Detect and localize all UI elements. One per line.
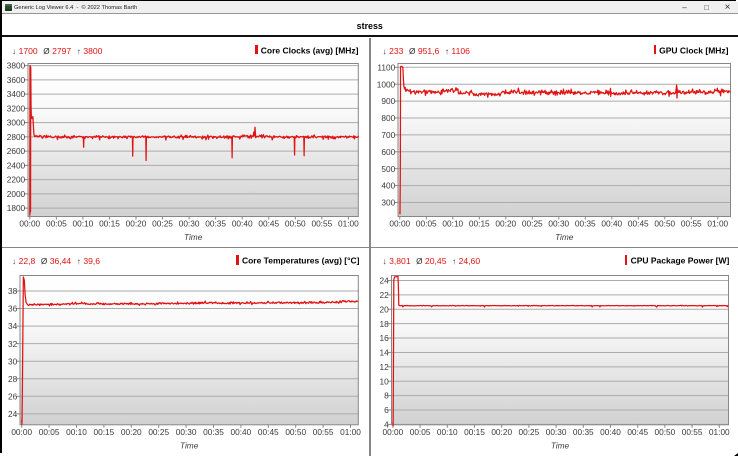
svg-text:00:05: 00:05 bbox=[39, 427, 60, 437]
svg-text:00:00: 00:00 bbox=[19, 219, 40, 229]
svg-text:00:40: 00:40 bbox=[232, 219, 253, 229]
svg-text:16: 16 bbox=[379, 333, 389, 343]
svg-text:1800: 1800 bbox=[7, 203, 26, 213]
svg-text:14: 14 bbox=[379, 348, 389, 358]
svg-text:300: 300 bbox=[381, 198, 395, 208]
svg-text:00:10: 00:10 bbox=[73, 219, 94, 229]
svg-text:00:30: 00:30 bbox=[546, 427, 567, 437]
svg-text:2800: 2800 bbox=[7, 132, 26, 142]
svg-text:00:35: 00:35 bbox=[205, 219, 226, 229]
svg-text:00:05: 00:05 bbox=[46, 219, 67, 229]
svg-text:1000: 1000 bbox=[377, 79, 396, 89]
svg-text:00:55: 00:55 bbox=[681, 219, 702, 229]
svg-text:00:55: 00:55 bbox=[682, 427, 703, 437]
svg-text:00:30: 00:30 bbox=[548, 219, 569, 229]
svg-text:3000: 3000 bbox=[7, 118, 26, 128]
svg-text:00:40: 00:40 bbox=[600, 427, 621, 437]
svg-text:20: 20 bbox=[379, 304, 389, 314]
svg-text:00:55: 00:55 bbox=[311, 219, 332, 229]
svg-text:26: 26 bbox=[8, 391, 18, 401]
svg-text:3200: 3200 bbox=[7, 103, 26, 113]
svg-text:00:45: 00:45 bbox=[627, 427, 648, 437]
svg-text:2000: 2000 bbox=[7, 189, 26, 199]
svg-text:00:50: 00:50 bbox=[655, 427, 676, 437]
svg-text:00:40: 00:40 bbox=[231, 427, 252, 437]
svg-text:00:20: 00:20 bbox=[126, 219, 147, 229]
svg-text:01:00: 01:00 bbox=[338, 219, 359, 229]
svg-text:6: 6 bbox=[384, 405, 389, 415]
svg-text:00:25: 00:25 bbox=[522, 219, 543, 229]
svg-text:400: 400 bbox=[381, 181, 395, 191]
svg-text:00:15: 00:15 bbox=[94, 427, 115, 437]
svg-text:00:40: 00:40 bbox=[601, 219, 622, 229]
svg-text:28: 28 bbox=[8, 374, 18, 384]
svg-text:700: 700 bbox=[381, 130, 395, 140]
svg-text:2400: 2400 bbox=[7, 160, 26, 170]
svg-text:900: 900 bbox=[381, 96, 395, 106]
svg-text:01:00: 01:00 bbox=[709, 427, 730, 437]
svg-text:01:00: 01:00 bbox=[707, 219, 728, 229]
svg-text:00:45: 00:45 bbox=[258, 427, 279, 437]
svg-text:00:20: 00:20 bbox=[491, 427, 512, 437]
svg-text:00:20: 00:20 bbox=[495, 219, 516, 229]
svg-text:18: 18 bbox=[379, 319, 389, 329]
svg-text:600: 600 bbox=[381, 147, 395, 157]
svg-text:Time: Time bbox=[555, 232, 574, 242]
svg-text:Time: Time bbox=[551, 440, 570, 450]
svg-text:00:00: 00:00 bbox=[11, 427, 32, 437]
svg-text:2600: 2600 bbox=[7, 146, 26, 156]
svg-text:24: 24 bbox=[8, 409, 18, 419]
svg-text:500: 500 bbox=[381, 164, 395, 174]
svg-text:1100: 1100 bbox=[377, 62, 395, 72]
svg-text:00:25: 00:25 bbox=[152, 219, 173, 229]
svg-text:36: 36 bbox=[8, 304, 18, 314]
svg-text:Time: Time bbox=[184, 232, 203, 242]
svg-text:34: 34 bbox=[8, 321, 18, 331]
svg-text:00:50: 00:50 bbox=[285, 427, 306, 437]
svg-text:3600: 3600 bbox=[7, 75, 26, 85]
svg-text:12: 12 bbox=[379, 362, 389, 372]
svg-text:00:05: 00:05 bbox=[410, 427, 431, 437]
svg-text:00:20: 00:20 bbox=[121, 427, 142, 437]
svg-text:00:45: 00:45 bbox=[628, 219, 649, 229]
svg-text:30: 30 bbox=[8, 356, 18, 366]
svg-text:3800: 3800 bbox=[7, 61, 26, 71]
svg-text:00:10: 00:10 bbox=[66, 427, 87, 437]
svg-text:22: 22 bbox=[379, 290, 389, 300]
svg-text:00:05: 00:05 bbox=[416, 219, 437, 229]
svg-text:3400: 3400 bbox=[7, 89, 26, 99]
svg-text:00:30: 00:30 bbox=[179, 219, 200, 229]
svg-text:00:45: 00:45 bbox=[258, 219, 279, 229]
svg-text:24: 24 bbox=[379, 276, 389, 286]
svg-text:00:35: 00:35 bbox=[575, 219, 596, 229]
svg-text:32: 32 bbox=[8, 339, 18, 349]
svg-text:00:25: 00:25 bbox=[148, 427, 169, 437]
svg-text:01:00: 01:00 bbox=[340, 427, 361, 437]
svg-text:00:50: 00:50 bbox=[285, 219, 306, 229]
svg-text:00:50: 00:50 bbox=[654, 219, 675, 229]
svg-text:10: 10 bbox=[379, 376, 389, 386]
svg-text:00:30: 00:30 bbox=[176, 427, 197, 437]
svg-text:00:55: 00:55 bbox=[313, 427, 334, 437]
svg-text:00:35: 00:35 bbox=[203, 427, 224, 437]
svg-text:00:25: 00:25 bbox=[519, 427, 540, 437]
svg-text:8: 8 bbox=[384, 391, 389, 401]
svg-text:800: 800 bbox=[381, 113, 395, 123]
svg-text:00:10: 00:10 bbox=[442, 219, 463, 229]
svg-text:00:15: 00:15 bbox=[464, 427, 485, 437]
svg-text:00:00: 00:00 bbox=[383, 427, 404, 437]
svg-text:00:00: 00:00 bbox=[389, 219, 410, 229]
svg-text:00:15: 00:15 bbox=[469, 219, 490, 229]
svg-text:00:35: 00:35 bbox=[573, 427, 594, 437]
svg-text:4: 4 bbox=[384, 420, 389, 430]
svg-text:Time: Time bbox=[180, 440, 199, 450]
svg-text:00:10: 00:10 bbox=[437, 427, 458, 437]
svg-text:00:15: 00:15 bbox=[99, 219, 120, 229]
svg-text:2200: 2200 bbox=[7, 175, 26, 185]
svg-text:38: 38 bbox=[8, 286, 18, 296]
